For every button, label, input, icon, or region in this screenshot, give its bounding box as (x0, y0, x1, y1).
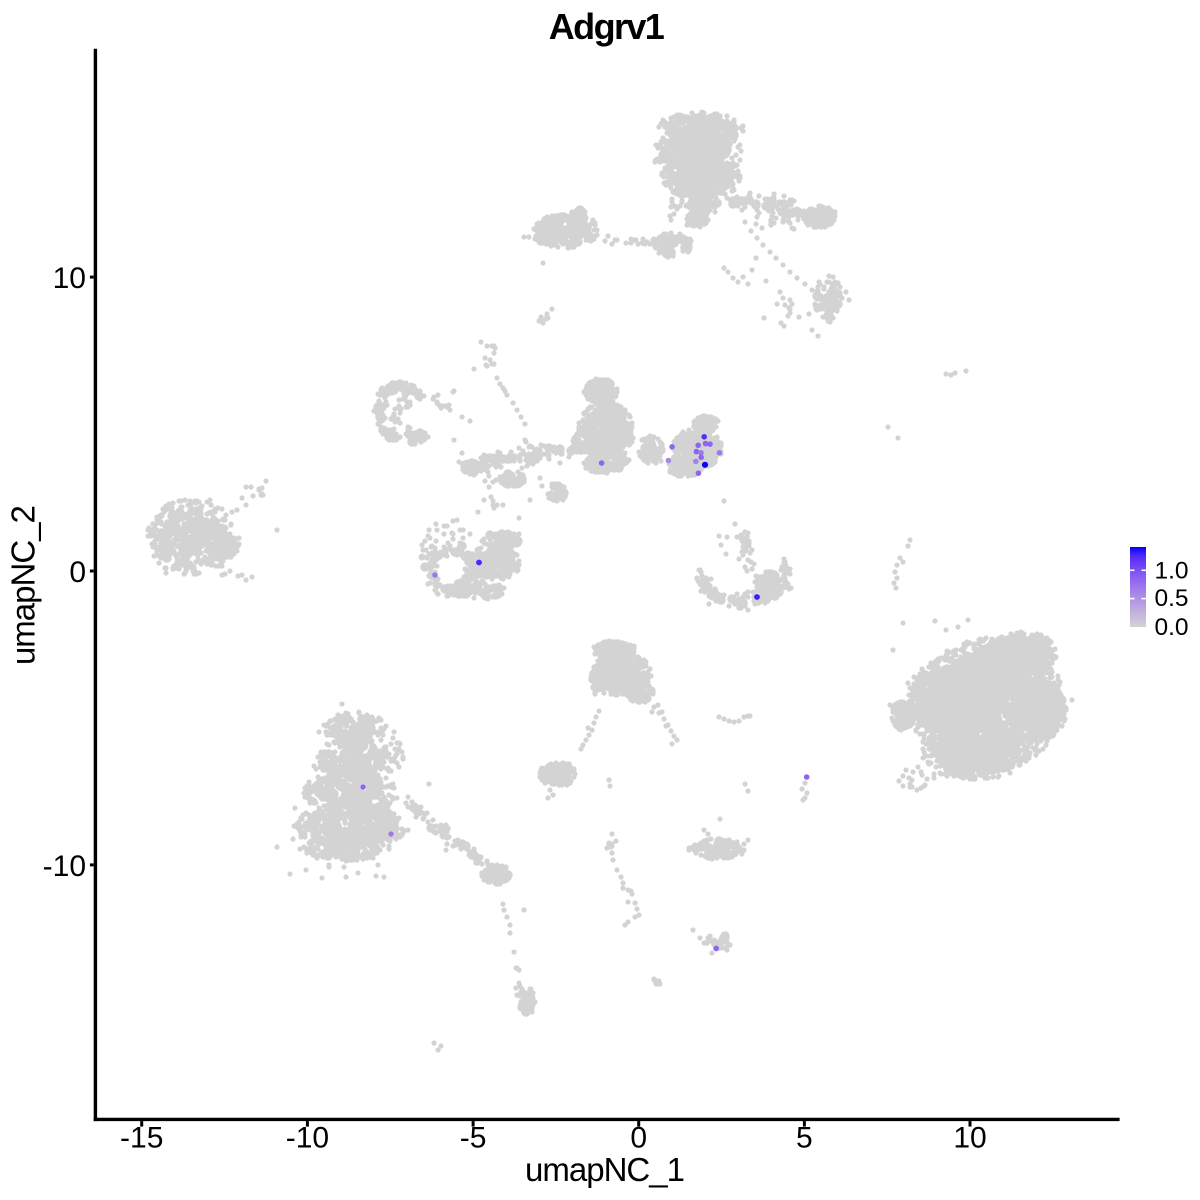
svg-text:0: 0 (630, 1122, 647, 1155)
svg-text:1.0: 1.0 (1155, 557, 1189, 584)
svg-text:0.5: 0.5 (1155, 585, 1189, 612)
svg-text:5: 5 (796, 1122, 813, 1155)
svg-text:0.0: 0.0 (1155, 614, 1189, 641)
svg-text:-5: -5 (460, 1122, 487, 1155)
svg-text:0: 0 (69, 556, 86, 589)
svg-text:10: 10 (53, 262, 86, 295)
svg-text:-15: -15 (120, 1122, 163, 1155)
svg-text:Adgrv1: Adgrv1 (549, 6, 665, 47)
svg-text:-10: -10 (286, 1122, 329, 1155)
svg-text:-10: -10 (43, 850, 86, 883)
svg-text:umapNC_1: umapNC_1 (525, 1151, 684, 1188)
svg-text:10: 10 (953, 1122, 986, 1155)
svg-text:umapNC_2: umapNC_2 (5, 506, 42, 665)
